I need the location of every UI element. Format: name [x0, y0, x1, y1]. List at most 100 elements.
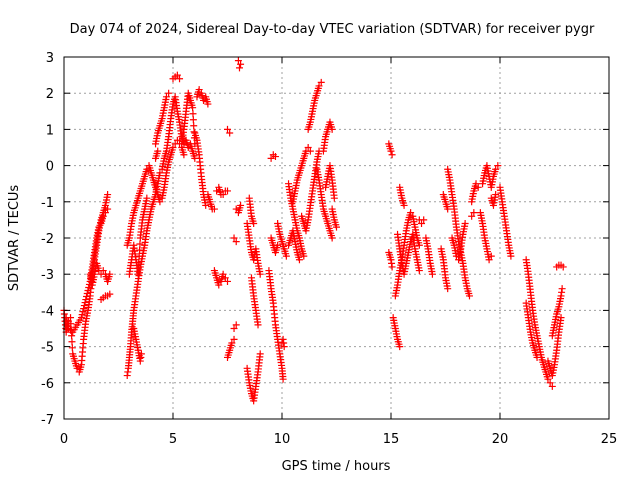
- data-point: [468, 212, 476, 220]
- data-point: [106, 270, 114, 278]
- data-point: [328, 234, 336, 242]
- data-point: [224, 187, 231, 195]
- data-point: [235, 64, 243, 72]
- data-point: [396, 343, 404, 351]
- x-tick-label: 10: [274, 432, 291, 447]
- data-point: [101, 209, 109, 217]
- data-point: [104, 205, 112, 213]
- y-tick-label: 0: [46, 160, 54, 175]
- data-point: [544, 375, 552, 383]
- data-point: [136, 246, 144, 254]
- data-point: [420, 216, 428, 224]
- data-point: [180, 151, 188, 159]
- data-point: [306, 147, 314, 155]
- data-point: [176, 75, 184, 83]
- data-point: [492, 191, 500, 199]
- data-point: [237, 60, 245, 68]
- data-point: [221, 274, 229, 282]
- y-tick-label: -4: [41, 304, 54, 319]
- data-point: [282, 252, 290, 260]
- data-point: [190, 128, 198, 136]
- data-point: [68, 338, 76, 346]
- data-point: [274, 241, 282, 249]
- data-point: [156, 169, 164, 177]
- data-point: [215, 281, 223, 289]
- data-point: [328, 125, 336, 133]
- y-tick-label: 2: [46, 87, 54, 102]
- data-point: [254, 321, 262, 329]
- data-point: [295, 256, 303, 264]
- data-point: [548, 382, 556, 390]
- data-point: [190, 122, 198, 130]
- data-point: [83, 290, 91, 298]
- data-point: [470, 209, 478, 217]
- data-point: [189, 116, 197, 124]
- data-point: [461, 220, 469, 228]
- x-tick-label: 20: [492, 432, 509, 447]
- x-tick-label: 0: [60, 432, 68, 447]
- data-point: [210, 205, 218, 213]
- data-point: [173, 71, 181, 79]
- data-point: [557, 314, 565, 322]
- data-point: [250, 220, 258, 228]
- data-point: [68, 332, 76, 340]
- data-point: [267, 154, 275, 162]
- y-tick-label: 1: [46, 123, 54, 138]
- data-point: [465, 292, 473, 300]
- data-point: [234, 57, 242, 65]
- chart-title: Day 074 of 2024, Sidereal Day-to-day VTE…: [70, 22, 595, 37]
- data-point: [330, 194, 338, 202]
- data-point: [256, 350, 264, 358]
- x-tick-label: 5: [169, 432, 177, 447]
- data-point: [226, 129, 234, 137]
- data-point: [388, 263, 396, 271]
- data-point: [189, 110, 197, 118]
- data-point: [224, 277, 231, 285]
- data-point: [143, 194, 151, 202]
- data-point: [104, 191, 112, 199]
- data-point: [195, 86, 203, 94]
- data-point: [387, 147, 395, 155]
- data-point: [444, 205, 452, 213]
- tick-labels: 0 5 10 15 20 25 -7 -6 -5 -4 -3 -2 -1 0 1 2 3: [41, 51, 617, 447]
- data-point: [80, 302, 88, 310]
- data-point: [558, 285, 566, 293]
- data-point: [304, 144, 312, 151]
- data-point: [407, 209, 415, 217]
- y-tick-label: 3: [46, 51, 54, 66]
- data-point: [204, 100, 212, 108]
- data-point: [224, 125, 231, 133]
- data-point: [137, 350, 145, 358]
- data-point: [80, 305, 88, 313]
- data-point: [230, 325, 238, 332]
- data-point: [84, 286, 92, 294]
- data-point: [136, 240, 144, 248]
- data-point: [134, 270, 142, 278]
- data-point: [230, 234, 238, 242]
- data-point: [189, 104, 197, 112]
- data-point: [173, 136, 181, 144]
- data-point: [83, 293, 91, 301]
- data-point: [472, 180, 480, 188]
- data-point: [228, 339, 236, 347]
- y-tick-label: -7: [41, 413, 54, 428]
- data-point: [444, 285, 452, 293]
- data-point: [315, 82, 323, 90]
- data-point: [81, 299, 89, 307]
- data-point: [487, 252, 495, 260]
- data-point: [82, 296, 90, 304]
- data-point: [400, 201, 408, 209]
- y-tick-label: -2: [41, 232, 54, 247]
- x-axis-label: GPS time / hours: [282, 459, 391, 474]
- data-point: [317, 78, 325, 86]
- y-tick-label: -6: [41, 377, 54, 392]
- data-point: [165, 89, 173, 97]
- y-axis-label: SDTVAR / TECUs: [7, 185, 22, 292]
- data-point: [279, 335, 287, 343]
- data-point: [559, 263, 567, 271]
- data-point: [279, 375, 287, 383]
- data-point: [135, 258, 143, 266]
- data-point: [99, 212, 107, 220]
- data-point: [300, 252, 308, 260]
